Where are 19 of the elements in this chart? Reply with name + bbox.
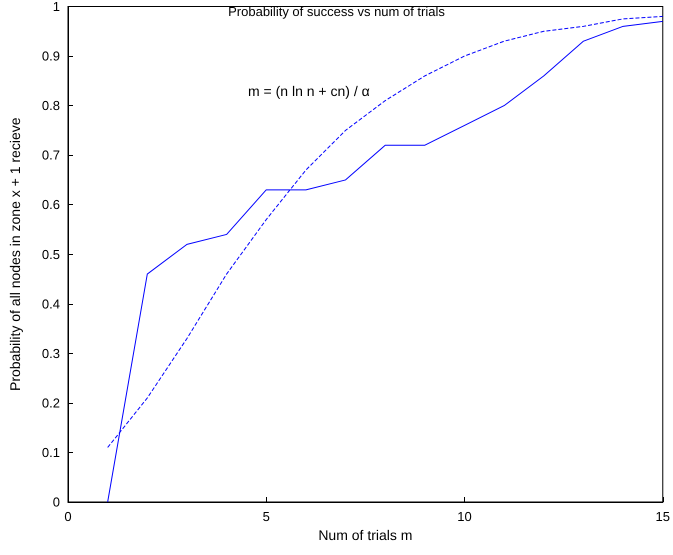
x-tick-label: 10 bbox=[457, 509, 472, 524]
y-tick-label: 0.4 bbox=[42, 296, 60, 312]
y-tick-label: 0.8 bbox=[42, 98, 60, 114]
y-tick-label: 1 bbox=[52, 0, 60, 14]
y-tick-label: 0.9 bbox=[42, 48, 60, 64]
x-tick-label: 5 bbox=[262, 509, 270, 524]
annotation: m = (n ln n + cn) / α bbox=[248, 83, 370, 99]
x-tick-label: 0 bbox=[64, 509, 72, 524]
y-tick-label: 0.3 bbox=[42, 346, 60, 361]
y-tick-label: 0.1 bbox=[42, 444, 60, 460]
x-tick-label: 15 bbox=[656, 509, 670, 524]
x-axis-title: Num of trials m bbox=[318, 527, 412, 543]
y-tick-label: 0 bbox=[52, 494, 60, 510]
y-axis-title: Probability of all nodes in zone x + 1 recieve bbox=[7, 117, 23, 392]
y-tick-label: 0.2 bbox=[42, 395, 60, 410]
y-tick-label: 0.7 bbox=[42, 148, 60, 163]
y-tick-label: 0.6 bbox=[42, 197, 60, 212]
y-tick-label: 0.5 bbox=[42, 246, 60, 262]
chart-title: Probability of success vs num of trials bbox=[228, 4, 446, 19]
